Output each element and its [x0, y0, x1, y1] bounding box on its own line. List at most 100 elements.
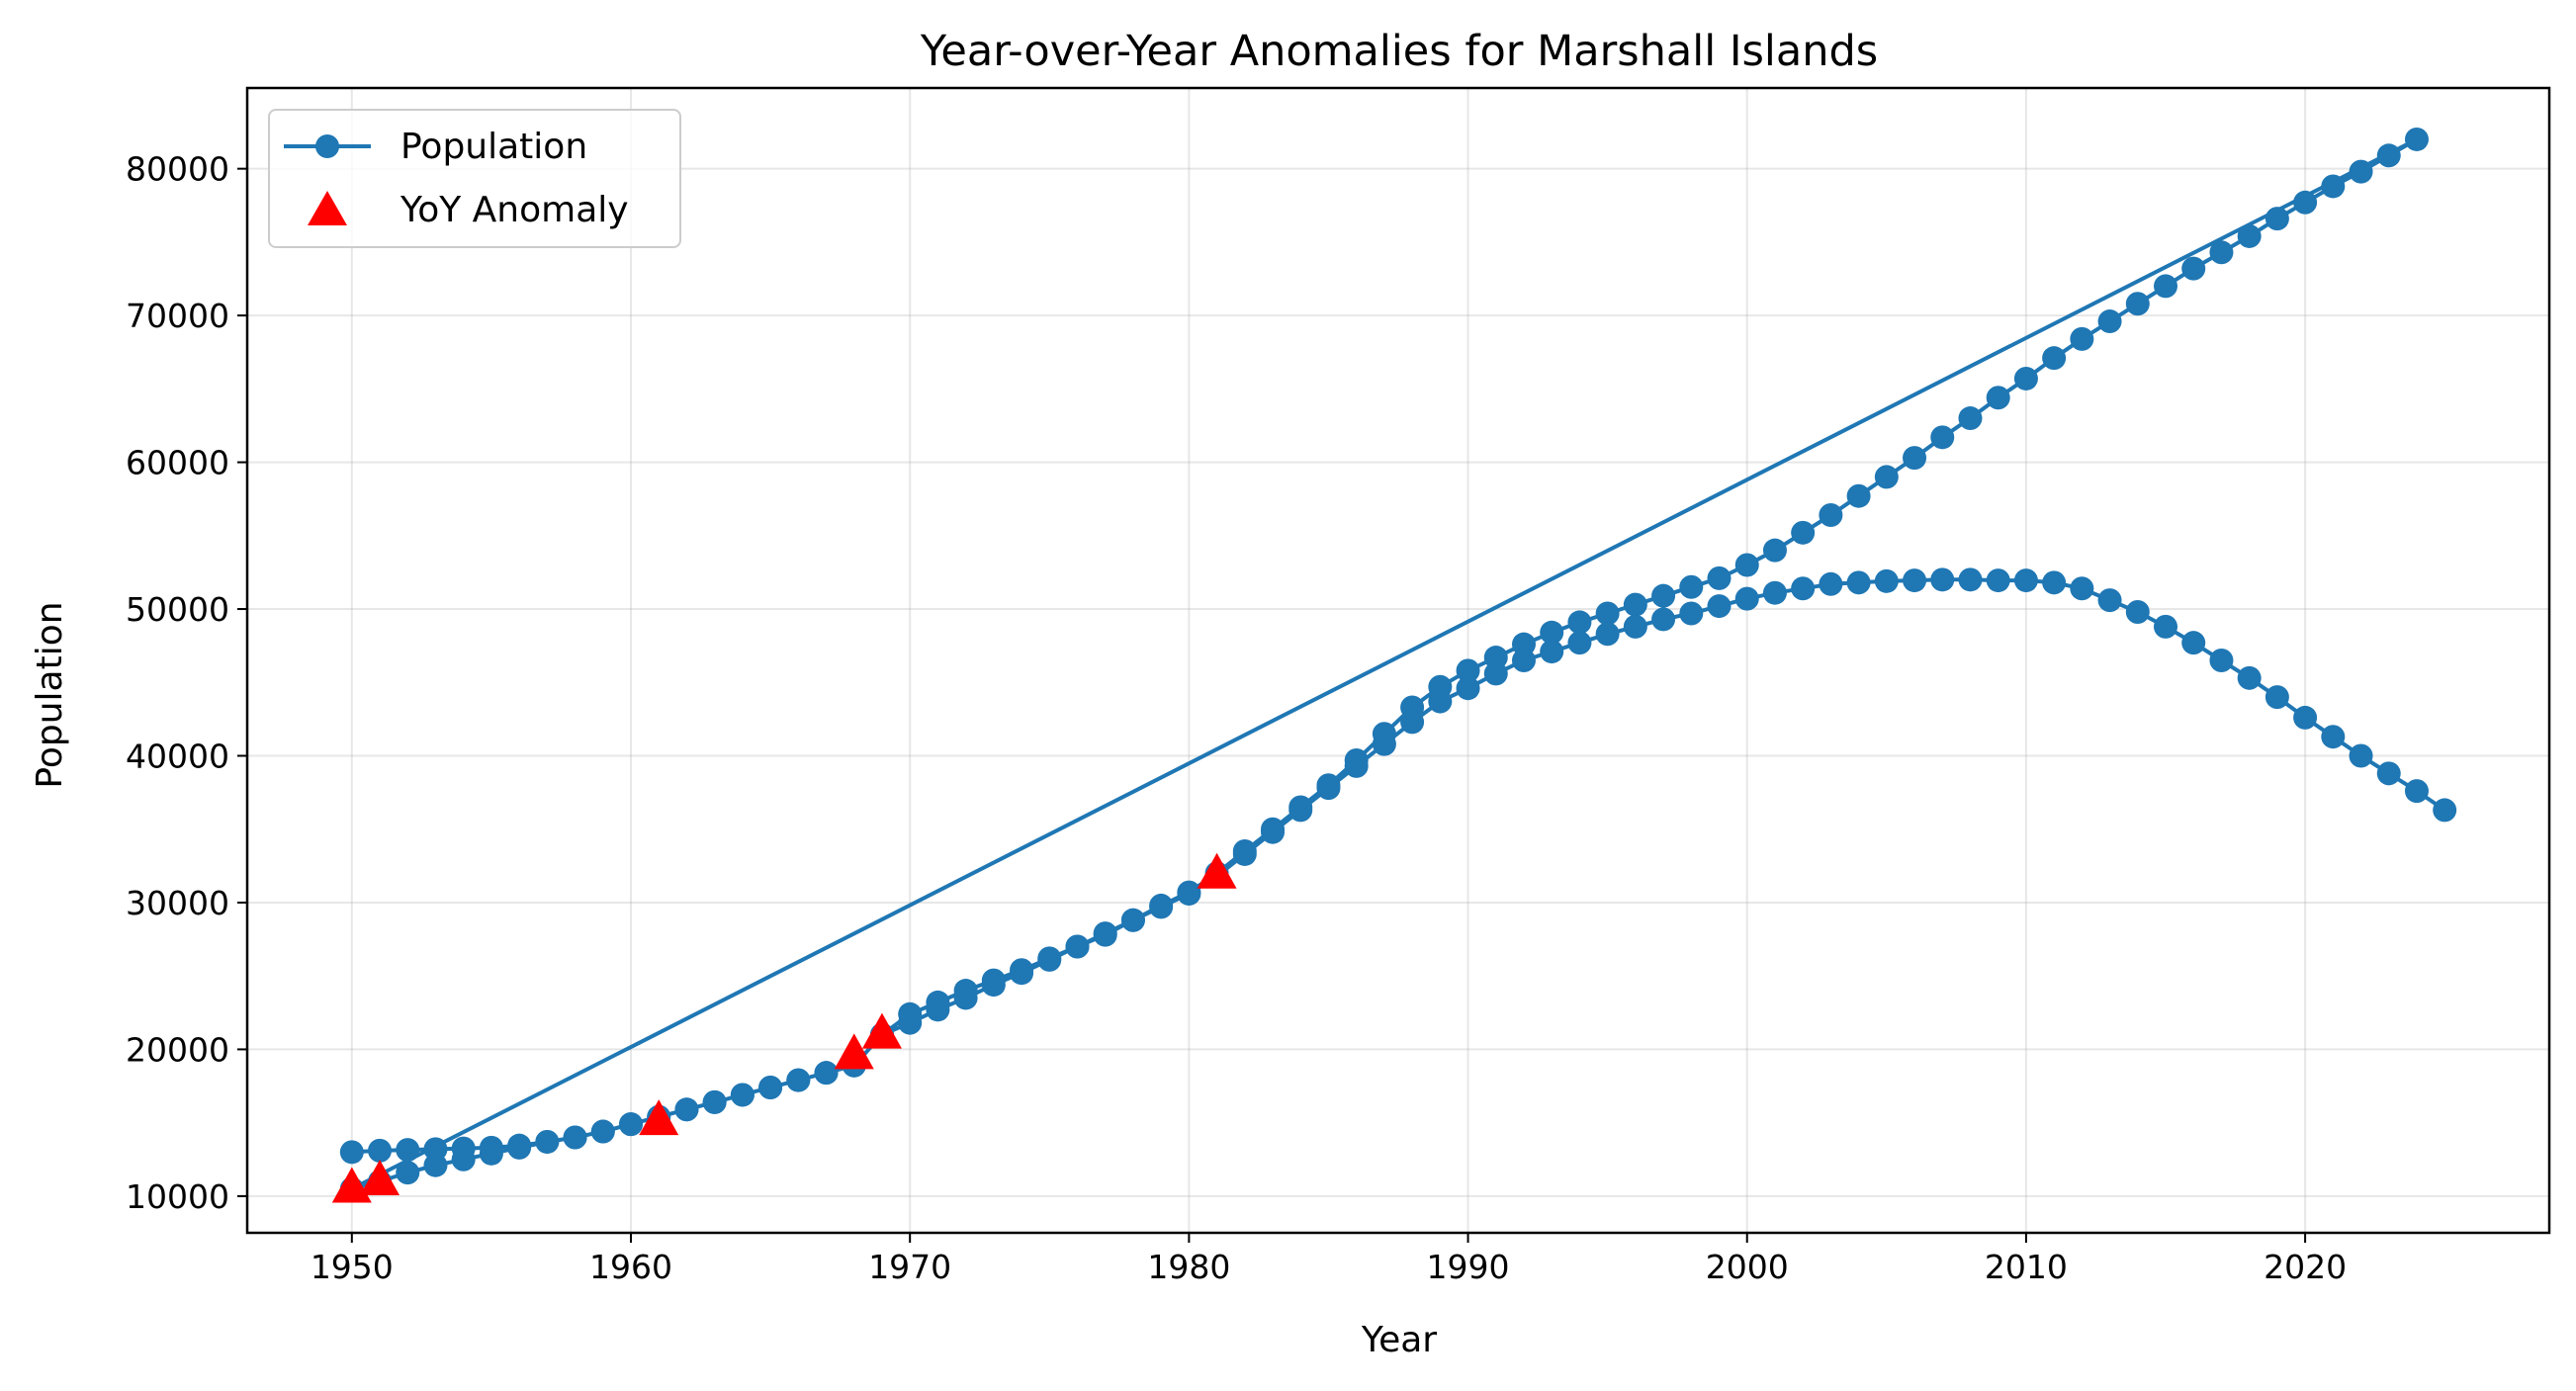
population-point — [507, 1135, 532, 1160]
population-point — [2376, 761, 2401, 786]
population-point — [1372, 732, 1396, 756]
population-point — [2404, 127, 2429, 151]
population-point — [1707, 594, 1732, 619]
chart-title: Year-over-Year Anomalies for Marshall Is… — [920, 27, 1878, 76]
population-point — [1316, 776, 1341, 801]
population-point — [814, 1061, 839, 1086]
population-point — [1707, 565, 1732, 590]
x-tick-label: 2010 — [1985, 1248, 2068, 1286]
axes-layer: 1950 1960 1970 1980 1990 2000 2010 2020 10000 200… — [126, 86, 2551, 1286]
population-point — [1958, 406, 1983, 431]
y-tick-label: 10000 — [126, 1177, 229, 1216]
population-point — [2237, 223, 2262, 248]
population-point — [1120, 908, 1145, 932]
population-point — [2042, 570, 2067, 595]
population-point — [1958, 567, 1983, 592]
y-tick-label: 40000 — [126, 738, 229, 776]
population-point — [1400, 710, 1425, 735]
population-point — [1791, 576, 1816, 601]
population-point — [1540, 640, 1564, 664]
y-tick-label: 80000 — [126, 150, 229, 189]
population-point — [1567, 631, 1592, 655]
population-point — [1734, 553, 1759, 577]
population-point — [1428, 689, 1453, 714]
population-point — [1762, 580, 1787, 605]
population-point — [2013, 568, 2038, 593]
population-point — [1177, 882, 1201, 907]
population-point — [2293, 705, 2318, 730]
population-point — [1344, 753, 1369, 778]
population-point — [1595, 622, 1620, 647]
population-point — [339, 1140, 364, 1165]
population-point — [953, 986, 978, 1010]
population-point — [898, 1010, 923, 1035]
population-point — [1819, 571, 1843, 596]
population-point — [1846, 483, 1871, 508]
population-point — [1734, 586, 1759, 611]
population-point — [1986, 568, 2010, 593]
population-point — [1093, 922, 1117, 947]
population-point — [1483, 661, 1508, 686]
x-tick-label: 2020 — [2264, 1248, 2347, 1286]
population-point — [2293, 190, 2318, 215]
grid-layer — [247, 88, 2549, 1233]
population-point — [1595, 601, 1620, 626]
legend-circle-marker — [315, 134, 339, 158]
x-tick-label: 1970 — [868, 1248, 951, 1286]
population-point — [1986, 386, 2010, 410]
population-point — [730, 1083, 755, 1107]
population-point — [1930, 425, 1955, 450]
population-point — [619, 1112, 643, 1137]
x-tick-label: 1960 — [589, 1248, 672, 1286]
population-point — [1567, 610, 1592, 635]
y-tick-label: 50000 — [126, 590, 229, 629]
population-point — [1819, 503, 1843, 528]
population-point — [1149, 895, 1174, 919]
population-point — [1846, 570, 1871, 595]
population-point — [1651, 583, 1676, 608]
anomaly-marker — [1197, 852, 1237, 889]
legend-triangle-marker — [308, 191, 347, 225]
x-axis-label: Year — [1361, 1320, 1437, 1360]
population-point — [981, 973, 1006, 998]
population-point — [1623, 592, 1647, 617]
population-point — [1903, 446, 1927, 471]
anomaly-marker — [861, 1012, 902, 1049]
legend: Population YoY Anomaly — [268, 109, 681, 248]
population-point — [2097, 309, 2122, 334]
population-point — [535, 1129, 560, 1154]
population-point — [2042, 346, 2067, 371]
population-point — [590, 1119, 615, 1144]
population-point — [2209, 240, 2234, 265]
population-point — [674, 1097, 699, 1122]
population-point — [2070, 576, 2094, 601]
population-point — [396, 1138, 420, 1163]
population-point — [423, 1153, 448, 1177]
population-point — [2349, 743, 2373, 768]
population-point — [2097, 588, 2122, 613]
population-point — [2181, 631, 2206, 655]
legend-label-population: Population — [400, 127, 587, 167]
population-point — [2321, 174, 2346, 199]
y-tick-label: 70000 — [126, 297, 229, 335]
anomaly-marker — [360, 1160, 400, 1196]
series-layer — [331, 127, 2457, 1203]
x-tick-label: 1990 — [1427, 1248, 1510, 1286]
y-tick-label: 30000 — [126, 884, 229, 922]
population-point — [2125, 600, 2150, 625]
anomaly-marker — [834, 1033, 874, 1070]
population-point — [2070, 326, 2094, 351]
legend-frame — [268, 109, 681, 248]
population-point — [1679, 601, 1704, 626]
population-point — [1511, 649, 1536, 672]
population-point — [2154, 274, 2177, 299]
x-tick-label: 1950 — [311, 1248, 394, 1286]
population-point — [1874, 465, 1899, 489]
population-point — [2125, 292, 2150, 316]
x-tick-label: 1980 — [1147, 1248, 1230, 1286]
y-tick-label: 60000 — [126, 444, 229, 482]
population-point — [1679, 574, 1704, 599]
population-point — [2349, 159, 2373, 184]
population-point — [1037, 947, 1062, 972]
